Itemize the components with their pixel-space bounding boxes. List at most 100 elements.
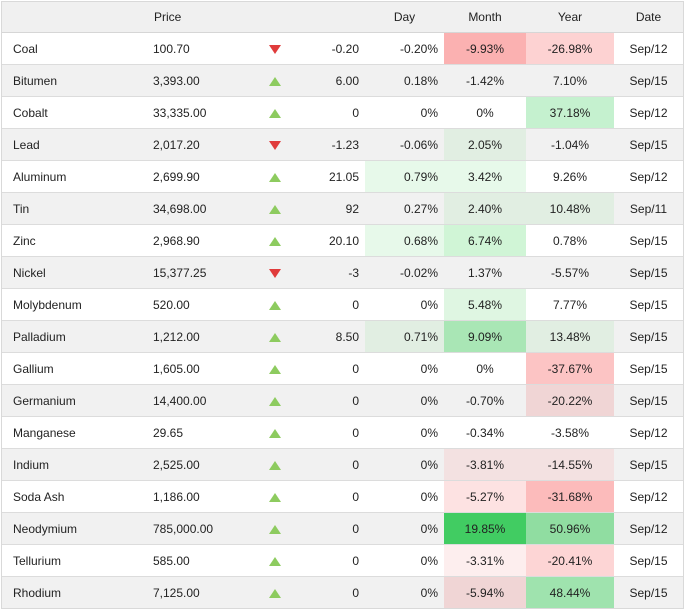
- commodity-name-link[interactable]: Tin: [2, 192, 142, 225]
- commodity-name-link[interactable]: Bitumen: [2, 64, 142, 97]
- table-row[interactable]: Lead 2,017.20 -1.23 -0.06% 2.05% -1.04% Sep/15: [2, 128, 683, 161]
- header-day[interactable]: Day: [365, 2, 444, 33]
- commodity-name-link[interactable]: Palladium: [2, 320, 142, 353]
- date-cell: Sep/15: [614, 448, 683, 481]
- table-row[interactable]: Coal 100.70 -0.20 -0.20% -9.93% -26.98% Sep/12: [2, 32, 683, 65]
- direction-cell: [257, 288, 292, 321]
- date-cell: Sep/15: [614, 128, 683, 161]
- commodity-name-link[interactable]: Cobalt: [2, 96, 142, 129]
- price-cell: 785,000.00: [142, 512, 257, 545]
- day-percent-cell: -0.06%: [365, 128, 444, 161]
- commodity-name-link[interactable]: Coal: [2, 32, 142, 65]
- direction-cell: [257, 320, 292, 353]
- triangle-up-icon: [268, 588, 281, 598]
- table-row[interactable]: Nickel 15,377.25 -3 -0.02% 1.37% -5.57% Sep/15: [2, 256, 683, 289]
- commodity-name-link[interactable]: Lead: [2, 128, 142, 161]
- header-date[interactable]: Date: [614, 2, 683, 33]
- change-cell: 0: [292, 288, 365, 321]
- month-percent-cell: -1.42%: [444, 64, 526, 97]
- month-percent-cell: -3.81%: [444, 448, 526, 481]
- change-cell: 0: [292, 576, 365, 608]
- table-row[interactable]: Tin 34,698.00 92 0.27% 2.40% 10.48% Sep/11: [2, 192, 683, 225]
- commodity-name-link[interactable]: Neodymium: [2, 512, 142, 545]
- price-cell: 34,698.00: [142, 192, 257, 225]
- table-row[interactable]: Aluminum 2,699.90 21.05 0.79% 3.42% 9.26% Sep/…: [2, 160, 683, 193]
- price-cell: 1,212.00: [142, 320, 257, 353]
- direction-cell: [257, 96, 292, 129]
- table-row[interactable]: Soda Ash 1,186.00 0 0% -5.27% -31.68% Sep/12: [2, 480, 683, 513]
- month-percent-cell: -0.70%: [444, 384, 526, 417]
- table-row[interactable]: Bitumen 3,393.00 6.00 0.18% -1.42% 7.10% Sep/1…: [2, 64, 683, 97]
- date-cell: Sep/12: [614, 96, 683, 129]
- date-cell: Sep/15: [614, 288, 683, 321]
- commodity-name-link[interactable]: Gallium: [2, 352, 142, 385]
- commodity-name-link[interactable]: Nickel: [2, 256, 142, 289]
- table-row[interactable]: Manganese 29.65 0 0% -0.34% -3.58% Sep/12: [2, 416, 683, 449]
- direction-cell: [257, 576, 292, 608]
- commodity-name-link[interactable]: Aluminum: [2, 160, 142, 193]
- triangle-up-icon: [268, 460, 281, 470]
- month-percent-cell: -9.93%: [444, 32, 526, 65]
- header-change[interactable]: [292, 2, 365, 33]
- year-percent-cell: 7.10%: [526, 64, 614, 97]
- table-row[interactable]: Germanium 14,400.00 0 0% -0.70% -20.22% Sep/15: [2, 384, 683, 417]
- month-percent-cell: 6.74%: [444, 224, 526, 257]
- month-percent-cell: 1.37%: [444, 256, 526, 289]
- day-percent-cell: 0%: [365, 576, 444, 608]
- change-cell: 0: [292, 512, 365, 545]
- month-percent-cell: 2.40%: [444, 192, 526, 225]
- day-percent-cell: 0%: [365, 384, 444, 417]
- table-row[interactable]: Cobalt 33,335.00 0 0% 0% 37.18% Sep/12: [2, 96, 683, 129]
- table-row[interactable]: Zinc 2,968.90 20.10 0.68% 6.74% 0.78% Sep/15: [2, 224, 683, 257]
- date-cell: Sep/15: [614, 256, 683, 289]
- commodity-name-link[interactable]: Molybdenum: [2, 288, 142, 321]
- table-row[interactable]: Indium 2,525.00 0 0% -3.81% -14.55% Sep/15: [2, 448, 683, 481]
- triangle-up-icon: [268, 492, 281, 502]
- triangle-up-icon: [268, 236, 281, 246]
- table-row[interactable]: Neodymium 785,000.00 0 0% 19.85% 50.96% Sep/12: [2, 512, 683, 545]
- table-row[interactable]: Tellurium 585.00 0 0% -3.31% -20.41% Sep/15: [2, 544, 683, 577]
- direction-cell: [257, 224, 292, 257]
- price-cell: 33,335.00: [142, 96, 257, 129]
- triangle-up-icon: [268, 556, 281, 566]
- commodity-name-link[interactable]: Soda Ash: [2, 480, 142, 513]
- commodity-name-link[interactable]: Indium: [2, 448, 142, 481]
- table-row[interactable]: Molybdenum 520.00 0 0% 5.48% 7.77% Sep/15: [2, 288, 683, 321]
- month-percent-cell: -5.94%: [444, 576, 526, 608]
- table-row[interactable]: Palladium 1,212.00 8.50 0.71% 9.09% 13.48% Sep…: [2, 320, 683, 353]
- table-row[interactable]: Gallium 1,605.00 0 0% 0% -37.67% Sep/15: [2, 352, 683, 385]
- direction-cell: [257, 32, 292, 65]
- commodity-name-link[interactable]: Germanium: [2, 384, 142, 417]
- year-percent-cell: 7.77%: [526, 288, 614, 321]
- month-percent-cell: 3.42%: [444, 160, 526, 193]
- price-cell: 2,017.20: [142, 128, 257, 161]
- table-row[interactable]: Rhodium 7,125.00 0 0% -5.94% 48.44% Sep/15: [2, 576, 683, 608]
- commodity-name-link[interactable]: Tellurium: [2, 544, 142, 577]
- header-year[interactable]: Year: [526, 2, 614, 33]
- direction-cell: [257, 64, 292, 97]
- triangle-up-icon: [268, 524, 281, 534]
- year-percent-cell: 0.78%: [526, 224, 614, 257]
- commodity-name-link[interactable]: Rhodium: [2, 576, 142, 608]
- year-percent-cell: 50.96%: [526, 512, 614, 545]
- day-percent-cell: 0%: [365, 512, 444, 545]
- commodity-name-link[interactable]: Manganese: [2, 416, 142, 449]
- month-percent-cell: 5.48%: [444, 288, 526, 321]
- day-percent-cell: 0%: [365, 288, 444, 321]
- change-cell: -3: [292, 256, 365, 289]
- change-cell: 20.10: [292, 224, 365, 257]
- header-month[interactable]: Month: [444, 2, 526, 33]
- day-percent-cell: -0.02%: [365, 256, 444, 289]
- day-percent-cell: 0%: [365, 448, 444, 481]
- month-percent-cell: 19.85%: [444, 512, 526, 545]
- header-name[interactable]: [2, 2, 142, 33]
- month-percent-cell: -3.31%: [444, 544, 526, 577]
- commodity-name-link[interactable]: Zinc: [2, 224, 142, 257]
- month-percent-cell: -0.34%: [444, 416, 526, 449]
- date-cell: Sep/12: [614, 416, 683, 449]
- header-price[interactable]: Price: [142, 2, 257, 33]
- day-percent-cell: 0.68%: [365, 224, 444, 257]
- change-cell: 0: [292, 384, 365, 417]
